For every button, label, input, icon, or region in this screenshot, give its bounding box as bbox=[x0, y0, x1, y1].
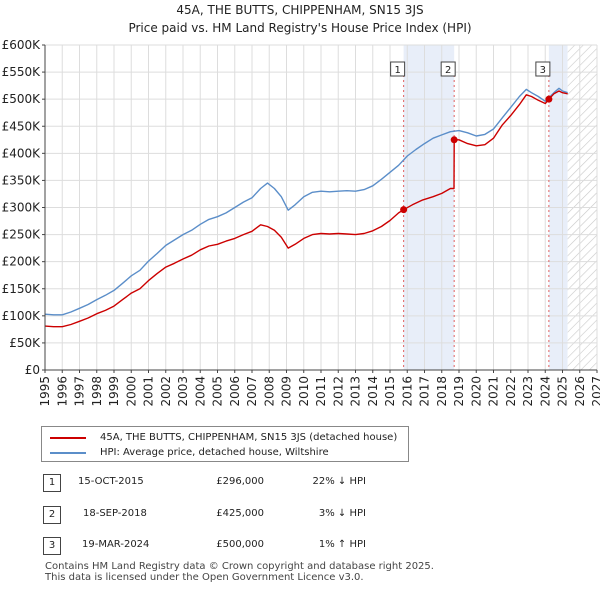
x-tick-label: 1999 bbox=[107, 376, 121, 407]
x-tick-label: 2015 bbox=[383, 376, 397, 407]
x-tick-label: 2026 bbox=[573, 376, 587, 407]
sale-date: 15-OCT-2015 bbox=[78, 476, 144, 487]
x-tick-label: 2018 bbox=[435, 376, 449, 407]
legend-swatch-property bbox=[50, 437, 86, 439]
sale-hpi-comparison: 1% ↑ HPI bbox=[318, 539, 366, 550]
x-tick-label: 2008 bbox=[262, 376, 276, 407]
x-tick-label: 2014 bbox=[366, 376, 380, 407]
x-tick-label: 1997 bbox=[73, 376, 87, 407]
sale-point bbox=[545, 95, 553, 103]
y-tick-label: £250K bbox=[2, 228, 42, 242]
x-tick-label: 2011 bbox=[314, 376, 328, 407]
x-tick-label: 1995 bbox=[38, 376, 52, 407]
x-tick-label: 2004 bbox=[193, 376, 207, 407]
x-tick-label: 2021 bbox=[487, 376, 501, 407]
sale-marker-label: 2 bbox=[445, 65, 451, 76]
y-tick-label: £300K bbox=[2, 201, 42, 215]
x-tick-label: 2006 bbox=[228, 376, 242, 407]
x-tick-label: 2022 bbox=[504, 376, 518, 407]
x-tick-label: 2000 bbox=[124, 376, 138, 407]
chart-subtitle: Price paid vs. HM Land Registry's House … bbox=[128, 21, 472, 35]
sale-marker-box bbox=[440, 61, 456, 77]
sale-point bbox=[450, 136, 458, 144]
x-tick-label: 2013 bbox=[349, 376, 363, 407]
sale-hpi-comparison: 3% ↓ HPI bbox=[318, 508, 366, 519]
legend-swatch-hpi bbox=[50, 452, 86, 454]
license-line: This data is licensed under the Open Gov… bbox=[45, 572, 364, 583]
x-tick-label: 2025 bbox=[556, 376, 570, 407]
x-tick-label: 2016 bbox=[400, 376, 414, 407]
x-tick-label: 2020 bbox=[469, 376, 483, 407]
y-tick-label: £600K bbox=[2, 38, 42, 52]
sale-price: £425,000 bbox=[216, 508, 264, 519]
sale-marker-box bbox=[390, 61, 406, 77]
x-tick-label: 2012 bbox=[331, 376, 345, 407]
x-tick-label: 2002 bbox=[159, 376, 173, 407]
sale-number-badge: 2 bbox=[43, 506, 61, 524]
y-tick-label: £350K bbox=[2, 173, 42, 187]
sale-number-badge: 3 bbox=[43, 537, 61, 555]
sale-marker-box bbox=[535, 61, 551, 77]
x-tick-label: 2010 bbox=[297, 376, 311, 407]
sale-number-badge: 1 bbox=[43, 474, 61, 492]
sale-point bbox=[400, 206, 408, 214]
y-tick-label: £500K bbox=[2, 92, 42, 106]
x-tick-label: 2019 bbox=[452, 376, 466, 407]
legend-label-property: 45A, THE BUTTS, CHIPPENHAM, SN15 3JS (de… bbox=[100, 432, 398, 443]
attribution-line: Contains HM Land Registry data © Crown c… bbox=[45, 561, 434, 572]
y-tick-label: £100K bbox=[2, 309, 42, 323]
y-tick-label: £200K bbox=[2, 255, 42, 269]
y-tick-label: £0 bbox=[25, 363, 40, 377]
x-tick-label: 2001 bbox=[142, 376, 156, 407]
x-tick-label: 1998 bbox=[90, 376, 104, 407]
series-line-property bbox=[44, 90, 568, 328]
x-tick-label: 2003 bbox=[176, 376, 190, 407]
x-tick-label: 1996 bbox=[55, 376, 69, 407]
series-line-hpi bbox=[44, 87, 568, 316]
x-tick-label: 2007 bbox=[245, 376, 259, 407]
x-tick-label: 2017 bbox=[418, 376, 432, 407]
chart-title: 45A, THE BUTTS, CHIPPENHAM, SN15 3JS bbox=[176, 3, 424, 17]
x-tick-label: 2023 bbox=[521, 376, 535, 407]
sale-price: £296,000 bbox=[216, 476, 264, 487]
y-tick-label: £450K bbox=[2, 119, 42, 133]
sale-marker-label: 3 bbox=[540, 65, 546, 76]
sale-price: £500,000 bbox=[216, 539, 264, 550]
y-tick-label: £50K bbox=[9, 336, 41, 350]
sale-hpi-comparison: 22% ↓ HPI bbox=[312, 476, 366, 487]
x-tick-label: 2027 bbox=[590, 376, 600, 407]
chart-legend: 45A, THE BUTTS, CHIPPENHAM, SN15 3JS (de… bbox=[41, 426, 409, 462]
sale-date: 18-SEP-2018 bbox=[83, 508, 147, 519]
x-tick-label: 2005 bbox=[211, 376, 225, 407]
attribution-footer: Contains HM Land Registry data © Crown c… bbox=[45, 561, 434, 583]
legend-label-hpi: HPI: Average price, detached house, Wilt… bbox=[100, 447, 329, 458]
sale-marker-label: 1 bbox=[394, 65, 400, 76]
y-tick-label: £400K bbox=[2, 146, 42, 160]
y-tick-label: £550K bbox=[2, 65, 42, 79]
x-tick-label: 2024 bbox=[538, 376, 552, 407]
price-chart: 1 2 3 £0 £50K £100K £150K £200K £250K £300K £350K… bbox=[2, 38, 600, 407]
sale-date: 19-MAR-2024 bbox=[82, 539, 150, 550]
x-tick-label: 2009 bbox=[280, 376, 294, 407]
y-tick-label: £150K bbox=[2, 282, 42, 296]
